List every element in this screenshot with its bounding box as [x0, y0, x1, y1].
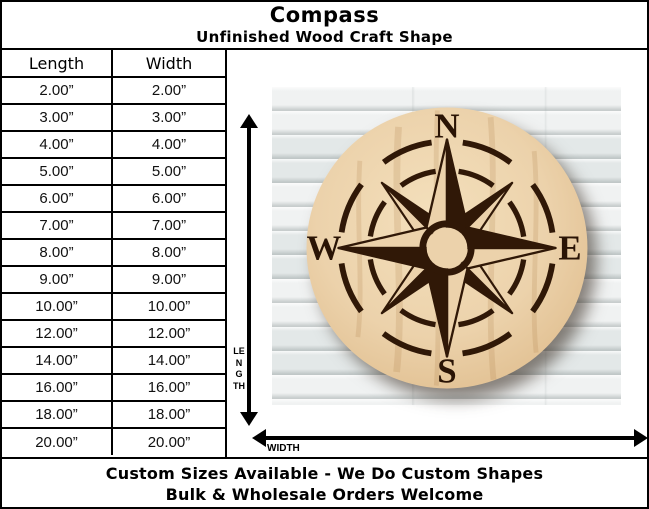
table-row: 5.00” 5.00” — [2, 158, 225, 186]
letter-north: N — [434, 107, 459, 146]
header: Compass Unfinished Wood Craft Shape — [2, 2, 647, 50]
letter-south: S — [437, 352, 456, 391]
length-cell: 2.00” — [2, 77, 113, 105]
length-cell: 12.00” — [2, 320, 113, 348]
width-cell: 2.00” — [112, 77, 225, 105]
table-row: 20.00” 20.00” — [2, 428, 225, 455]
width-cell: 10.00” — [112, 293, 225, 321]
length-cell: 20.00” — [2, 428, 113, 455]
width-cell: 4.00” — [112, 131, 225, 159]
diagram-stage: N E S W LENGTH WIDTH — [227, 50, 647, 457]
length-cell: 6.00” — [2, 185, 113, 213]
width-cell: 6.00” — [112, 185, 225, 213]
width-cell: 12.00” — [112, 320, 225, 348]
footer: Custom Sizes Available - We Do Custom Sh… — [2, 457, 647, 507]
length-cell: 5.00” — [2, 158, 113, 186]
compass-wood-shape: N E S W — [306, 107, 588, 391]
width-cell: 18.00” — [112, 401, 225, 429]
length-cell: 4.00” — [2, 131, 113, 159]
width-cell: 16.00” — [112, 374, 225, 402]
letter-west: W — [307, 229, 342, 268]
length-cell: 18.00” — [2, 401, 113, 429]
page-title: Compass — [269, 3, 380, 27]
width-cell: 3.00” — [112, 104, 225, 132]
column-header-width: Width — [112, 50, 225, 78]
column-header-length: Length — [2, 50, 113, 78]
length-cell: 14.00” — [2, 347, 113, 375]
table-row: 18.00” 18.00” — [2, 401, 225, 429]
table-header-row: Length Width — [2, 50, 225, 78]
table-row: 12.00” 12.00” — [2, 320, 225, 348]
size-table: Length Width 2.00” 2.00” 3.00” 3.00” 4.00”… — [2, 50, 227, 457]
width-cell: 8.00” — [112, 239, 225, 267]
length-cell: 8.00” — [2, 239, 113, 267]
page-subtitle: Unfinished Wood Craft Shape — [196, 28, 453, 46]
length-label: LENGTH — [233, 346, 245, 391]
table-row: 2.00” 2.00” — [2, 77, 225, 105]
footer-line-1: Custom Sizes Available - We Do Custom Sh… — [105, 464, 544, 483]
table-row: 16.00” 16.00” — [2, 374, 225, 402]
width-dimension-arrow — [252, 429, 647, 447]
width-cell: 20.00” — [147, 433, 191, 451]
length-cell: 10.00” — [2, 293, 113, 321]
width-cell: 7.00” — [112, 212, 225, 240]
hub-fill — [426, 227, 468, 269]
width-cell: 14.00” — [112, 347, 225, 375]
table-row: 4.00” 4.00” — [2, 131, 225, 159]
length-dimension-arrow — [240, 114, 258, 426]
table-row: 7.00” 7.00” — [2, 212, 225, 240]
width-label: WIDTH — [267, 443, 300, 454]
table-row: 9.00” 9.00” — [2, 266, 225, 294]
length-cell: 16.00” — [2, 374, 113, 402]
table-row: 10.00” 10.00” — [2, 293, 225, 321]
width-cell: 9.00” — [112, 266, 225, 294]
width-cell: 5.00” — [112, 158, 225, 186]
length-cell: 7.00” — [2, 212, 113, 240]
table-row: 3.00” 3.00” — [2, 104, 225, 132]
table-row: 6.00” 6.00” — [2, 185, 225, 213]
footer-line-2: Bulk & Wholesale Orders Welcome — [165, 485, 484, 504]
table-row: 14.00” 14.00” — [2, 347, 225, 375]
hub-ring — [419, 220, 475, 276]
length-cell: 9.00” — [2, 266, 113, 294]
length-cell: 3.00” — [2, 104, 113, 132]
letter-east: E — [558, 229, 581, 268]
direction-letters: N E S W — [307, 107, 582, 391]
product-photo: N E S W — [272, 87, 621, 405]
table-row: 8.00” 8.00” — [2, 239, 225, 267]
